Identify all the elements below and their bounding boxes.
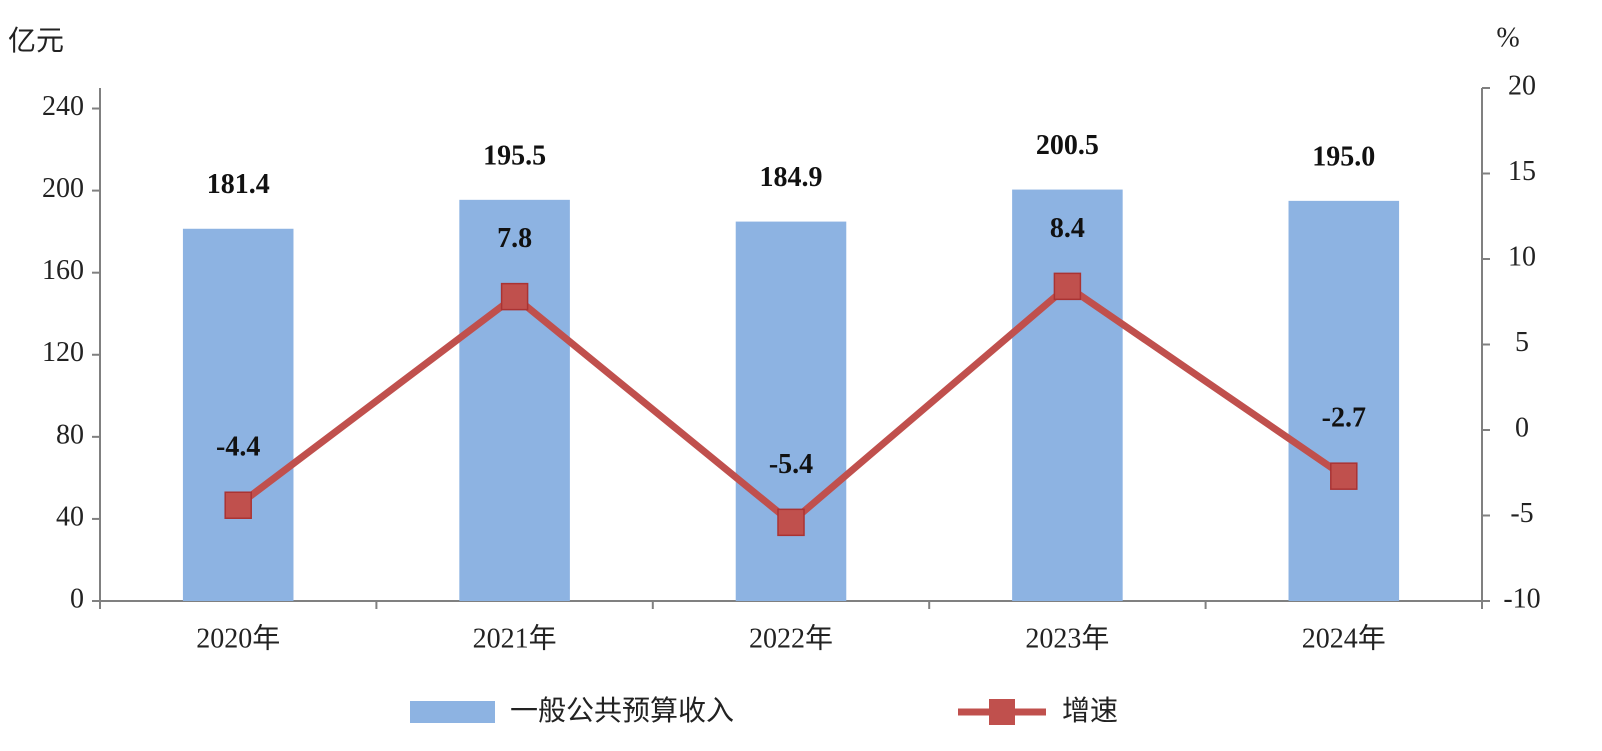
y2-tick-label: 10 [1508,241,1536,272]
bar [735,221,847,601]
x-tick-label: 2022年 [749,622,833,654]
y-tick-label: 0 [70,583,84,614]
bar-value-label: 184.9 [760,162,823,193]
y2-tick-label: 15 [1508,156,1536,187]
bar-value-label: 195.5 [483,140,546,171]
y2-axis-label: % [1496,22,1519,53]
line-value-label: 8.4 [1050,213,1085,244]
legend-swatch [989,699,1015,725]
line-value-label: -5.4 [769,449,813,480]
y2-tick-label: 20 [1508,70,1536,101]
x-tick-label: 2023年 [1025,622,1109,654]
bar-value-label: 181.4 [207,169,270,200]
line-marker [224,491,252,519]
x-tick-label: 2021年 [473,622,557,654]
line-value-label: -4.4 [216,432,260,463]
y2-tick-label: 0 [1515,412,1529,443]
y2-tick-label: 5 [1515,327,1529,358]
y-tick-label: 240 [42,91,84,122]
line-marker [777,508,805,537]
y-tick-label: 160 [42,255,84,286]
line-value-label: 7.8 [497,223,532,254]
bar-value-label: 195.0 [1312,141,1375,172]
line-marker [1330,462,1358,490]
line-value-label: -2.7 [1322,403,1366,434]
y-tick-label: 200 [42,173,84,204]
y2-tick-label: -10 [1503,583,1540,614]
y2-tick-label: -5 [1510,498,1533,529]
y-tick-label: 80 [56,419,84,450]
bar [1012,189,1123,601]
x-tick-label: 2020年 [196,622,280,654]
legend-swatch [410,701,495,723]
line-marker [500,282,529,311]
bar [459,199,570,602]
legend-label: 增速 [1062,694,1118,727]
y-tick-label: 120 [42,337,84,368]
y-axis-label: 亿元 [8,24,64,57]
y-tick-label: 40 [56,501,84,532]
bar [1288,200,1400,602]
bar-value-label: 200.5 [1036,130,1099,161]
line-marker [1053,272,1082,301]
bar [182,228,294,601]
x-tick-label: 2024年 [1302,622,1386,654]
legend-label: 一般公共预算收入 [510,694,734,727]
